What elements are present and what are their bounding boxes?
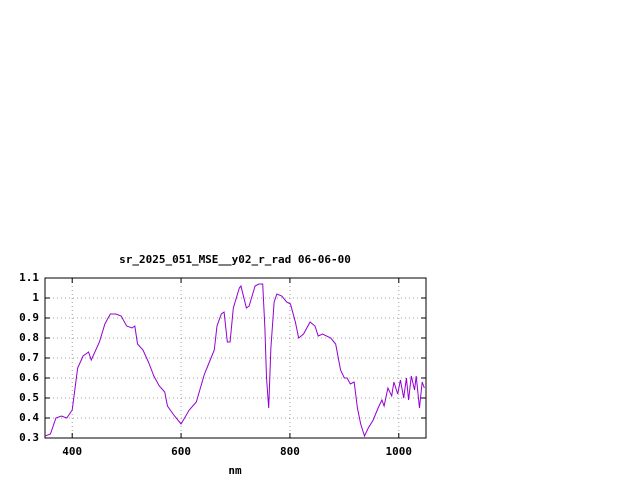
plot-frame: [44, 277, 427, 439]
y-tick-label: 0.5: [19, 391, 39, 404]
y-tick-label: 0.3: [19, 431, 39, 444]
y-tick-label: 0.6: [19, 371, 39, 384]
x-tick-label: 1000: [386, 445, 413, 458]
y-tick-label: 0.8: [19, 331, 39, 344]
x-axis-label: nm: [228, 464, 242, 477]
x-tick-label: 400: [62, 445, 82, 458]
y-tick-label: 1.1: [19, 271, 39, 284]
y-tick-label: 1: [32, 291, 39, 304]
x-tick-label: 800: [280, 445, 300, 458]
x-tick-label: 600: [171, 445, 191, 458]
line-series: [45, 283, 425, 438]
y-tick-label: 0.4: [19, 411, 39, 424]
y-tick-label: 0.9: [19, 311, 39, 324]
chart-title: sr_2025_051_MSE__y02_r_rad 06-06-00: [119, 253, 351, 266]
y-tick-label: 0.7: [19, 351, 39, 364]
